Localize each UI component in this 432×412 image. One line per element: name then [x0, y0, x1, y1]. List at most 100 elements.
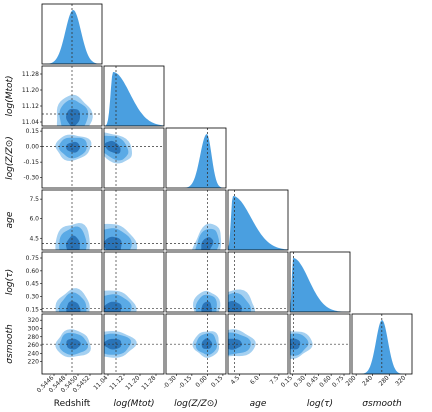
panel-logmtot-vs-redshift [41, 65, 103, 127]
ylabel-sigma: σsmooth [5, 324, 15, 364]
contour-inner [201, 338, 213, 349]
xlabel-logtau: log(τ) [307, 399, 333, 409]
panel-frame [227, 313, 289, 375]
xtick-label: 200 [345, 374, 358, 387]
xtick-label: 320 [394, 374, 407, 387]
ytick-label: 11.28 [22, 71, 39, 78]
xlabel-redshift: Redshift [54, 399, 91, 409]
ylabel-age: age [5, 211, 15, 228]
panel-logtau-vs-age [227, 251, 289, 313]
contour-inner [66, 301, 81, 312]
xtick-label: 11.12 [108, 374, 125, 391]
panel-frame [165, 127, 227, 189]
xtick-label: 11.04 [92, 374, 109, 391]
xlabel-logmtot: log(Mtot) [113, 399, 154, 409]
panel-frame [103, 127, 165, 189]
panel-sigma-vs-age [227, 313, 289, 375]
ytick-label: 320 [28, 317, 40, 324]
panel-age-vs-age [227, 189, 289, 251]
histogram-logz [166, 134, 226, 188]
histogram-age [228, 196, 288, 250]
xtick-label: 0.00 [194, 374, 209, 389]
ytick-label: 0.00 [26, 144, 40, 151]
panel-logz-vs-logmtot [103, 127, 165, 189]
ytick-label: 300 [28, 325, 40, 332]
contour-inner [66, 141, 80, 153]
ytick-label: 280 [28, 334, 40, 341]
panel-logtau-vs-logtau [289, 251, 351, 313]
xtick-label: -0.30 [162, 374, 178, 390]
contour-inner [201, 301, 212, 312]
ytick-label: 0.45 [26, 281, 40, 288]
ylabel-logz: log(Z/Z⊙) [5, 136, 15, 180]
panel-logtau-vs-logmtot [103, 251, 165, 313]
ytick-label: 11.04 [22, 119, 39, 126]
panel-age-vs-redshift [41, 189, 103, 251]
panel-frame [289, 251, 351, 313]
ytick-label: 260 [28, 342, 40, 349]
ytick-label: -0.30 [23, 175, 39, 182]
panel-frame [103, 189, 165, 251]
contour-inner [228, 338, 242, 350]
ytick-label: 240 [28, 350, 40, 357]
ylabel-logmtot: log(Mtot) [5, 75, 15, 116]
panel-age-vs-logmtot [103, 189, 165, 251]
ytick-label: 0.15 [26, 128, 40, 135]
contour-inner [290, 338, 301, 350]
panel-frame [103, 65, 165, 127]
panel-frame [103, 313, 165, 375]
panel-frame [41, 3, 103, 65]
xtick-label: -0.15 [177, 374, 193, 390]
ytick-label: 0.60 [26, 268, 40, 275]
xtick-label: 11.28 [140, 374, 157, 391]
xtick-label: 0.45 [305, 374, 320, 389]
panel-logz-vs-redshift [41, 127, 103, 189]
xlabel-age: age [250, 399, 267, 409]
panel-logmtot-vs-logmtot [103, 65, 165, 127]
panel-frame [41, 189, 103, 251]
xtick-label: 6.0 [249, 374, 261, 386]
panel-frame [289, 313, 351, 375]
panel-sigma-vs-redshift [41, 313, 103, 375]
panel-frame [165, 189, 227, 251]
xtick-label: 0.15 [280, 374, 295, 389]
panel-logtau-vs-logz [165, 251, 227, 313]
contour-inner [104, 140, 121, 154]
xtick-label: 4.5 [229, 374, 241, 386]
panel-frame [41, 251, 103, 313]
panel-sigma-vs-logtau [289, 313, 351, 375]
panel-frame [227, 251, 289, 313]
ytick-label: -0.15 [23, 159, 39, 166]
panel-frame [41, 127, 103, 189]
panel-logz-vs-logz [165, 127, 227, 189]
xtick-label: 240 [361, 374, 374, 387]
panel-age-vs-logz [165, 189, 227, 251]
panel-frame [41, 65, 103, 127]
contour-inner [66, 235, 80, 250]
panel-sigma-vs-logmtot [103, 313, 165, 375]
panel-frame [227, 189, 289, 251]
panel-frame [351, 313, 413, 375]
ytick-label: 11.20 [22, 87, 39, 94]
ytick-label: 0.30 [26, 294, 40, 301]
ytick-label: 0.75 [26, 255, 40, 262]
panel-logtau-vs-redshift [41, 251, 103, 313]
xtick-label: 0.30 [292, 374, 307, 389]
ytick-label: 220 [28, 359, 40, 366]
contour-inner [66, 108, 80, 126]
histogram-logtau [290, 258, 350, 312]
ytick-label: 11.12 [22, 103, 39, 110]
panel-frame [103, 251, 165, 313]
ytick-label: 6.0 [29, 216, 39, 223]
panel-sigma-vs-sigma [351, 313, 413, 375]
panel-redshift-vs-redshift [41, 3, 103, 65]
panel-frame [41, 313, 103, 375]
xlabel-logz: log(Z/Z⊙) [174, 399, 218, 409]
xtick-label: 0.60 [318, 374, 333, 389]
xtick-label: 0.75 [331, 374, 346, 389]
panel-frame [165, 313, 227, 375]
contour-inner [104, 301, 122, 312]
ytick-label: 0.15 [26, 306, 40, 313]
histogram-logmtot [104, 72, 164, 126]
